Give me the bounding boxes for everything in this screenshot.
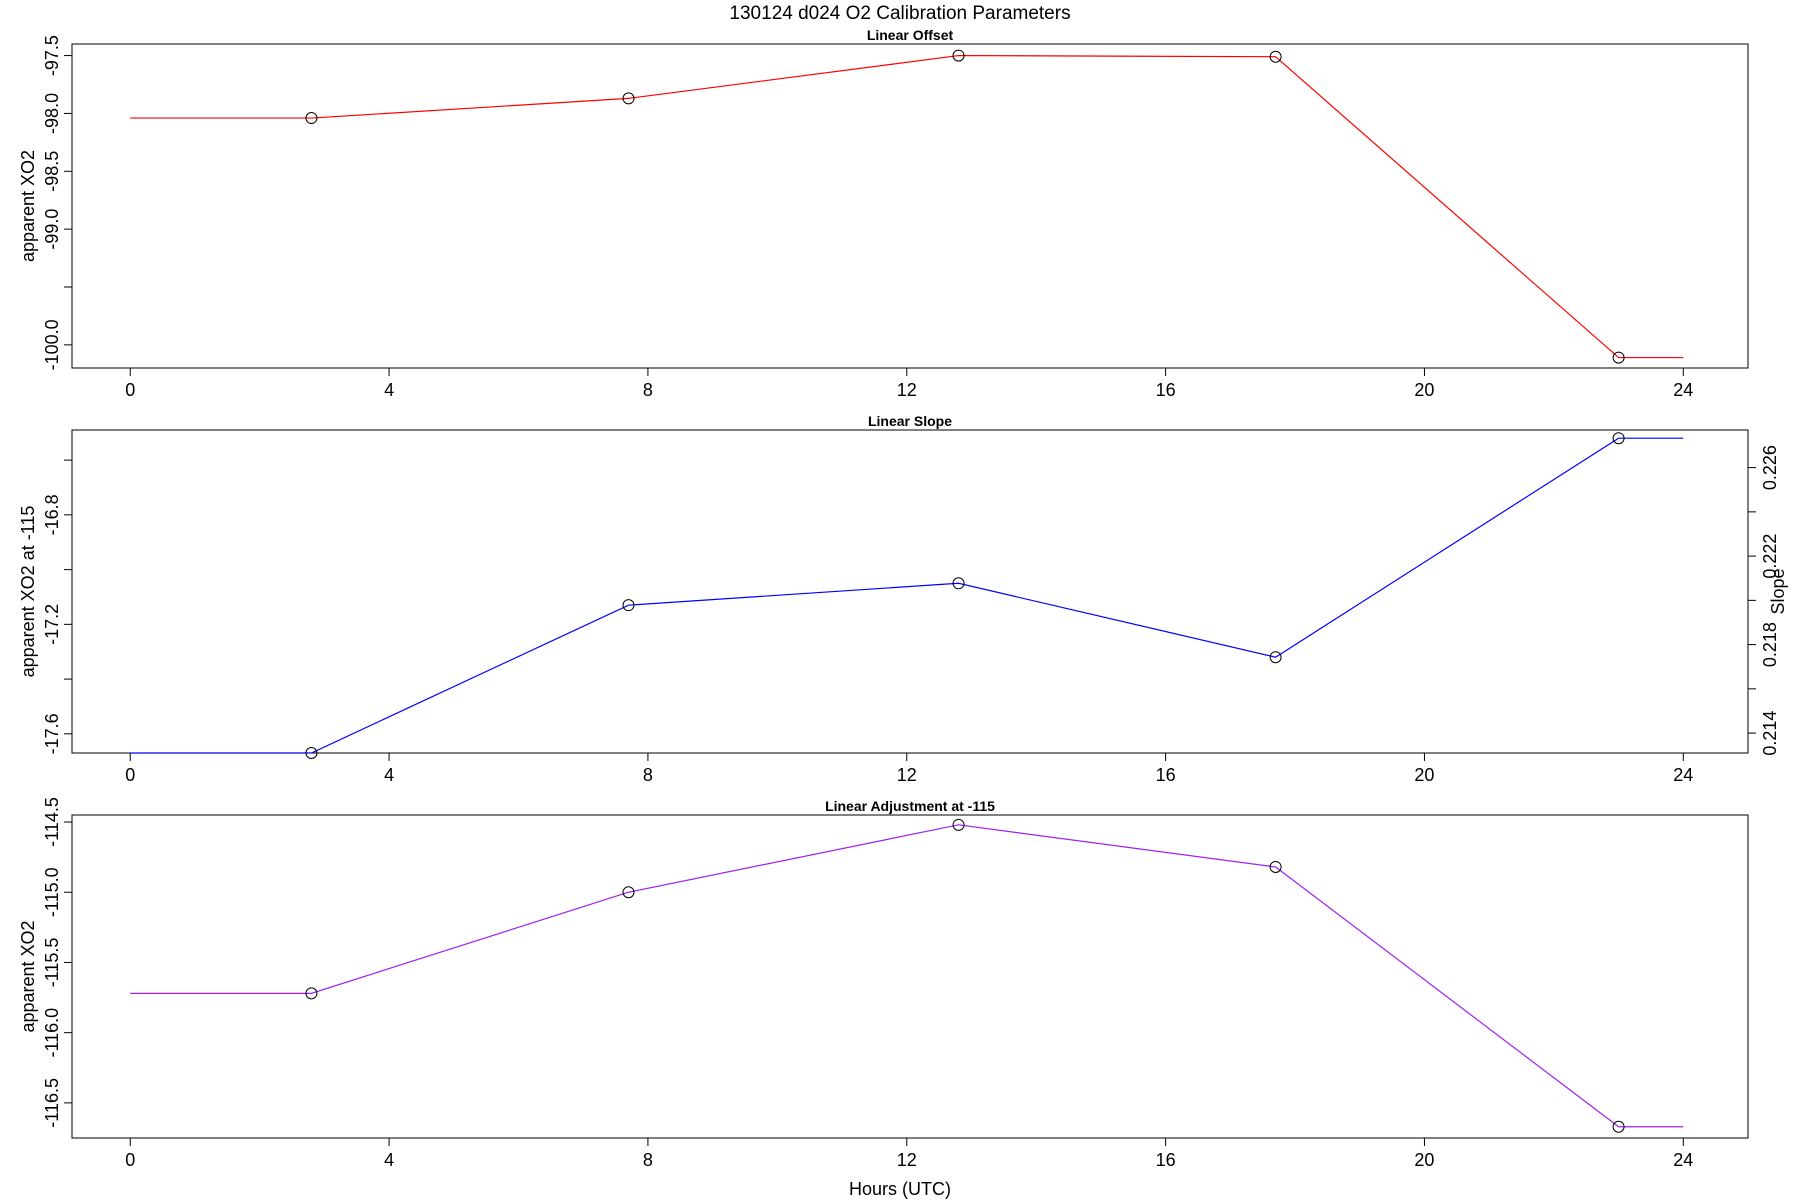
chart-panel-3: Linear Adjustment at -115 0 4 8 12 16 20 24 -116… xyxy=(18,797,1749,1170)
y-tick-label: -98.5 xyxy=(42,151,62,192)
chart-panel-1: Linear Offset 0 4 8 12 16 20 24 -100.0 -99.0 -98.5… xyxy=(18,27,1749,400)
plot-frame xyxy=(71,429,1749,754)
panels: Linear Offset 0 4 8 12 16 20 24 -100.0 -99.0 -98.5… xyxy=(18,27,1788,1170)
x-tick-label: 12 xyxy=(897,765,917,785)
x-tick-label: 20 xyxy=(1414,765,1434,785)
x-tick-label: 20 xyxy=(1414,1150,1434,1170)
x-tick-label: 4 xyxy=(384,765,394,785)
x-tick-label: 0 xyxy=(125,1150,135,1170)
panel-title: Linear Offset xyxy=(867,27,954,43)
series-line xyxy=(130,824,1684,1128)
x-tick-label: 4 xyxy=(384,1150,394,1170)
y2-tick-label: 0.218 xyxy=(1760,622,1780,667)
y-tick-label: -97.5 xyxy=(42,35,62,76)
x-tick-label: 0 xyxy=(125,765,135,785)
figure-title: 130124 d024 O2 Calibration Parameters xyxy=(729,3,1070,24)
panel-title: Linear Slope xyxy=(868,413,952,429)
x-tick-label: 8 xyxy=(643,765,653,785)
data-point xyxy=(305,987,318,1000)
x-axis-title: Hours (UTC) xyxy=(849,1179,951,1199)
data-point xyxy=(1612,432,1625,445)
x-tick-label: 12 xyxy=(897,380,917,400)
y-axis-title: apparent XO2 at -115 xyxy=(18,506,38,678)
y-tick-label: -17.2 xyxy=(42,604,62,645)
data-point xyxy=(952,577,965,590)
x-tick-label: 24 xyxy=(1673,380,1693,400)
y-tick-label: -114.5 xyxy=(42,797,62,847)
data-point xyxy=(1269,50,1282,63)
y2-tick-label: 0.214 xyxy=(1760,711,1780,756)
y-tick-label: -115.0 xyxy=(42,867,62,917)
data-point xyxy=(622,599,635,612)
x-tick-label: 16 xyxy=(1156,1150,1176,1170)
x-tick-label: 4 xyxy=(384,380,394,400)
x-tick-label: 0 xyxy=(125,380,135,400)
data-point xyxy=(1269,651,1282,664)
data-point xyxy=(1612,1120,1625,1133)
y-tick-label: -98.0 xyxy=(42,93,62,134)
x-tick-label: 12 xyxy=(897,1150,917,1170)
y-tick-label: -116.5 xyxy=(42,1078,62,1128)
data-point xyxy=(622,92,635,105)
y-tick-label: -99.0 xyxy=(42,209,62,250)
y-axis-title: apparent XO2 xyxy=(18,920,38,1032)
panel-title: Linear Adjustment at -115 xyxy=(825,798,995,814)
y-axis-title: apparent XO2 xyxy=(18,150,38,262)
y2-tick-label: 0.222 xyxy=(1760,534,1780,579)
x-tick-label: 8 xyxy=(643,1150,653,1170)
y-tick-label: -116.0 xyxy=(42,1008,62,1058)
x-tick-label: 8 xyxy=(643,380,653,400)
y2-axis-title: Slope xyxy=(1768,568,1788,614)
plot-frame xyxy=(71,814,1749,1139)
x-tick-label: 16 xyxy=(1156,380,1176,400)
data-point xyxy=(1612,351,1625,364)
series-line xyxy=(130,437,1684,754)
series-line xyxy=(130,54,1684,359)
x-tick-label: 16 xyxy=(1156,765,1176,785)
x-tick-label: 20 xyxy=(1414,380,1434,400)
y-tick-label: -115.5 xyxy=(42,938,62,988)
data-point xyxy=(305,747,318,759)
x-tick-label: 24 xyxy=(1673,765,1693,785)
y-tick-label: -16.8 xyxy=(42,494,62,535)
data-point xyxy=(952,818,965,831)
y2-tick-label: 0.226 xyxy=(1760,445,1780,490)
chart-panel-2: Linear Slope 0 4 8 12 16 20 24 -17.6 -17.2 -16.8ap… xyxy=(18,413,1788,785)
data-point xyxy=(622,886,635,899)
y-tick-label: -17.6 xyxy=(42,713,62,754)
x-tick-label: 24 xyxy=(1673,1150,1693,1170)
y-tick-label: -100.0 xyxy=(42,319,62,370)
data-point xyxy=(952,49,965,62)
data-point xyxy=(1269,860,1282,873)
data-point xyxy=(305,112,318,125)
plot-frame xyxy=(71,43,1749,369)
